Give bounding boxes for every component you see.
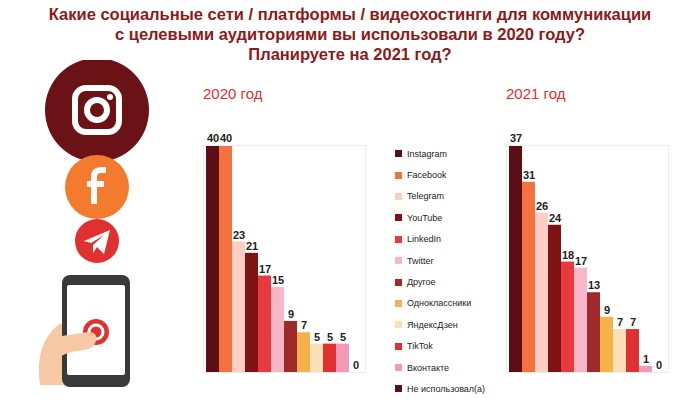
- html-text:ЯндексДзен: ЯндексДзен: [407, 319, 458, 330]
- svg-text:7: 7: [630, 316, 636, 328]
- svg-text:23: 23: [233, 228, 245, 240]
- svg-text:40: 40: [220, 132, 232, 144]
- svg-text:18: 18: [562, 249, 574, 261]
- svg-text:1: 1: [643, 353, 649, 365]
- svg-text:9: 9: [288, 308, 294, 320]
- html-text:2021 год: 2021 год: [506, 85, 566, 102]
- html-text:Twitter: Twitter: [407, 255, 434, 266]
- svg-text:31: 31: [523, 169, 535, 181]
- html-text:Другое: Другое: [407, 277, 436, 287]
- html-text:2020 год: 2020 год: [203, 85, 263, 102]
- html-text:YouTube: YouTube: [407, 212, 443, 223]
- html-text:Вконтакте: Вконтакте: [407, 362, 450, 373]
- svg-text:7: 7: [617, 316, 623, 328]
- svg-text:15: 15: [272, 274, 284, 286]
- svg-text:24: 24: [549, 212, 562, 224]
- svg-text:13: 13: [588, 279, 600, 291]
- svg-text:21: 21: [246, 240, 258, 252]
- svg-text:0: 0: [353, 359, 359, 371]
- html-text:Какие социальные сети / платфо: Какие социальные сети / платформы / виде…: [48, 5, 652, 63]
- html-text:Telegram: Telegram: [407, 191, 444, 202]
- svg-text:17: 17: [575, 255, 587, 267]
- svg-text:26: 26: [536, 200, 548, 212]
- svg-text:9: 9: [604, 304, 610, 316]
- html-text:Не использовал(а): Не использовал(а): [407, 384, 486, 394]
- svg-text:7: 7: [301, 319, 307, 331]
- svg-text:5: 5: [327, 331, 333, 343]
- html-text:LinkedIn: LinkedIn: [407, 234, 441, 245]
- html-text:Одноклассники: Одноклассники: [407, 298, 472, 309]
- svg-text:5: 5: [340, 331, 346, 343]
- svg-text:5: 5: [314, 331, 320, 343]
- html-text:Facebook: Facebook: [407, 170, 447, 181]
- svg-text:17: 17: [259, 263, 271, 275]
- html-text:TikTok: TikTok: [407, 341, 433, 352]
- svg-text:0: 0: [656, 359, 662, 371]
- svg-text:40: 40: [207, 132, 219, 144]
- svg-text:37: 37: [510, 132, 522, 144]
- html-text:Instagram: Instagram: [407, 148, 447, 159]
